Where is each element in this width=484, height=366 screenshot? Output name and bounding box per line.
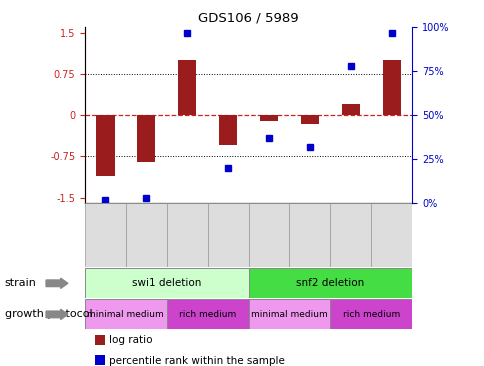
Text: rich medium: rich medium bbox=[342, 310, 399, 319]
Bar bbox=[382, 60, 400, 115]
Bar bbox=[341, 104, 359, 115]
Bar bbox=[248, 203, 289, 267]
Bar bbox=[300, 115, 318, 124]
Text: growth protocol: growth protocol bbox=[5, 309, 92, 320]
Bar bbox=[330, 299, 411, 329]
Bar bbox=[178, 60, 196, 115]
Title: GDS106 / 5989: GDS106 / 5989 bbox=[198, 12, 298, 25]
Bar bbox=[85, 203, 125, 267]
Bar bbox=[218, 115, 237, 145]
Text: snf2 deletion: snf2 deletion bbox=[296, 278, 364, 288]
Bar bbox=[371, 203, 411, 267]
Text: percentile rank within the sample: percentile rank within the sample bbox=[109, 355, 285, 366]
Bar bbox=[166, 203, 207, 267]
Bar bbox=[137, 115, 155, 162]
Bar bbox=[96, 115, 114, 176]
Text: minimal medium: minimal medium bbox=[87, 310, 164, 319]
Text: swi1 deletion: swi1 deletion bbox=[132, 278, 201, 288]
Bar bbox=[85, 268, 248, 298]
Text: strain: strain bbox=[5, 278, 37, 288]
Bar bbox=[166, 299, 248, 329]
Bar bbox=[330, 203, 371, 267]
Bar bbox=[207, 203, 248, 267]
Text: rich medium: rich medium bbox=[179, 310, 236, 319]
Bar bbox=[248, 268, 411, 298]
Text: log ratio: log ratio bbox=[109, 335, 152, 346]
Text: minimal medium: minimal medium bbox=[251, 310, 327, 319]
Bar bbox=[289, 203, 330, 267]
Bar bbox=[125, 203, 166, 267]
Bar bbox=[248, 299, 330, 329]
Bar bbox=[85, 299, 166, 329]
Bar bbox=[259, 115, 278, 121]
